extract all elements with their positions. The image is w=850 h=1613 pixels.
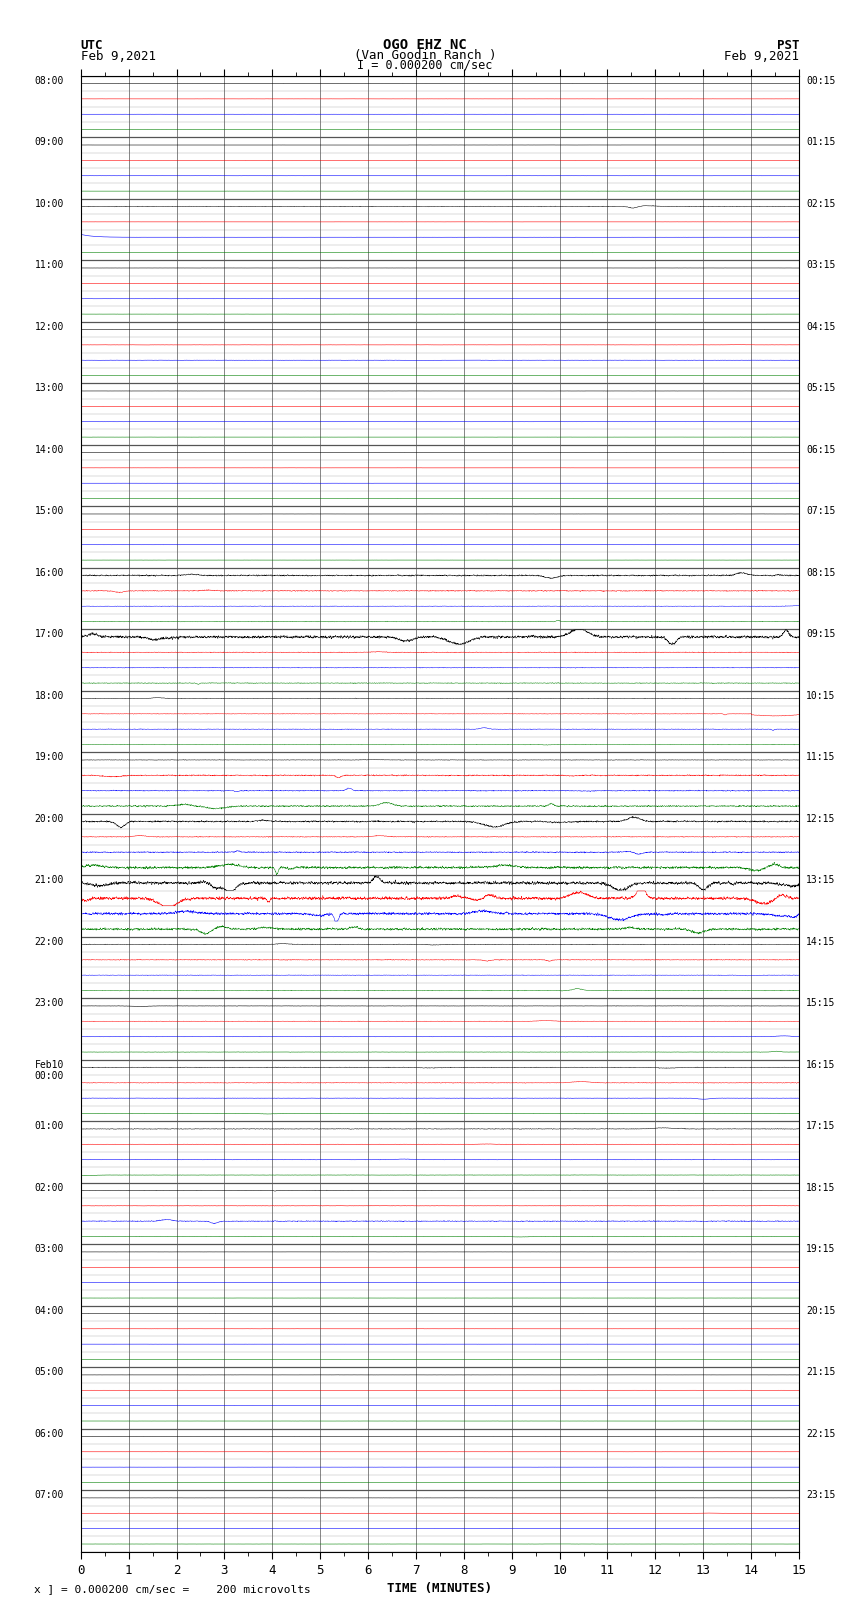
Text: 01:00: 01:00 xyxy=(35,1121,64,1131)
Text: 00:15: 00:15 xyxy=(806,76,836,85)
Text: 03:15: 03:15 xyxy=(806,260,836,271)
Text: 12:15: 12:15 xyxy=(806,813,836,824)
Text: 05:00: 05:00 xyxy=(35,1368,64,1378)
Text: (Van Goodin Ranch ): (Van Goodin Ranch ) xyxy=(354,48,496,63)
Text: I = 0.000200 cm/sec: I = 0.000200 cm/sec xyxy=(357,58,493,71)
X-axis label: TIME (MINUTES): TIME (MINUTES) xyxy=(388,1582,492,1595)
Text: 04:00: 04:00 xyxy=(35,1305,64,1316)
Text: 02:15: 02:15 xyxy=(806,198,836,208)
Text: 19:00: 19:00 xyxy=(35,752,64,763)
Text: PST: PST xyxy=(777,39,799,52)
Text: 15:00: 15:00 xyxy=(35,506,64,516)
Text: 01:15: 01:15 xyxy=(806,137,836,147)
Text: Feb10
00:00: Feb10 00:00 xyxy=(35,1060,64,1081)
Text: 09:15: 09:15 xyxy=(806,629,836,639)
Text: 17:15: 17:15 xyxy=(806,1121,836,1131)
Text: 16:15: 16:15 xyxy=(806,1060,836,1069)
Text: 21:15: 21:15 xyxy=(806,1368,836,1378)
Text: 03:00: 03:00 xyxy=(35,1244,64,1255)
Text: 18:15: 18:15 xyxy=(806,1182,836,1192)
Text: 13:00: 13:00 xyxy=(35,384,64,394)
Text: 15:15: 15:15 xyxy=(806,998,836,1008)
Text: 20:15: 20:15 xyxy=(806,1305,836,1316)
Text: 22:15: 22:15 xyxy=(806,1429,836,1439)
Text: 07:15: 07:15 xyxy=(806,506,836,516)
Text: 19:15: 19:15 xyxy=(806,1244,836,1255)
Text: 22:00: 22:00 xyxy=(35,937,64,947)
Text: 04:15: 04:15 xyxy=(806,323,836,332)
Text: x ] = 0.000200 cm/sec =    200 microvolts: x ] = 0.000200 cm/sec = 200 microvolts xyxy=(34,1584,311,1594)
Text: 21:00: 21:00 xyxy=(35,876,64,886)
Text: 10:15: 10:15 xyxy=(806,690,836,700)
Text: 06:15: 06:15 xyxy=(806,445,836,455)
Text: OGO EHZ NC: OGO EHZ NC xyxy=(383,39,467,52)
Text: UTC: UTC xyxy=(81,39,103,52)
Text: 14:15: 14:15 xyxy=(806,937,836,947)
Text: 09:00: 09:00 xyxy=(35,137,64,147)
Text: 23:15: 23:15 xyxy=(806,1490,836,1500)
Text: 20:00: 20:00 xyxy=(35,813,64,824)
Text: 17:00: 17:00 xyxy=(35,629,64,639)
Text: 13:15: 13:15 xyxy=(806,876,836,886)
Text: 05:15: 05:15 xyxy=(806,384,836,394)
Text: 08:15: 08:15 xyxy=(806,568,836,577)
Text: 07:00: 07:00 xyxy=(35,1490,64,1500)
Text: 18:00: 18:00 xyxy=(35,690,64,700)
Text: 12:00: 12:00 xyxy=(35,323,64,332)
Text: Feb 9,2021: Feb 9,2021 xyxy=(81,50,156,63)
Text: 11:15: 11:15 xyxy=(806,752,836,763)
Text: 02:00: 02:00 xyxy=(35,1182,64,1192)
Text: Feb 9,2021: Feb 9,2021 xyxy=(724,50,799,63)
Text: 16:00: 16:00 xyxy=(35,568,64,577)
Text: 14:00: 14:00 xyxy=(35,445,64,455)
Text: 10:00: 10:00 xyxy=(35,198,64,208)
Text: 23:00: 23:00 xyxy=(35,998,64,1008)
Text: 06:00: 06:00 xyxy=(35,1429,64,1439)
Text: 11:00: 11:00 xyxy=(35,260,64,271)
Text: 08:00: 08:00 xyxy=(35,76,64,85)
